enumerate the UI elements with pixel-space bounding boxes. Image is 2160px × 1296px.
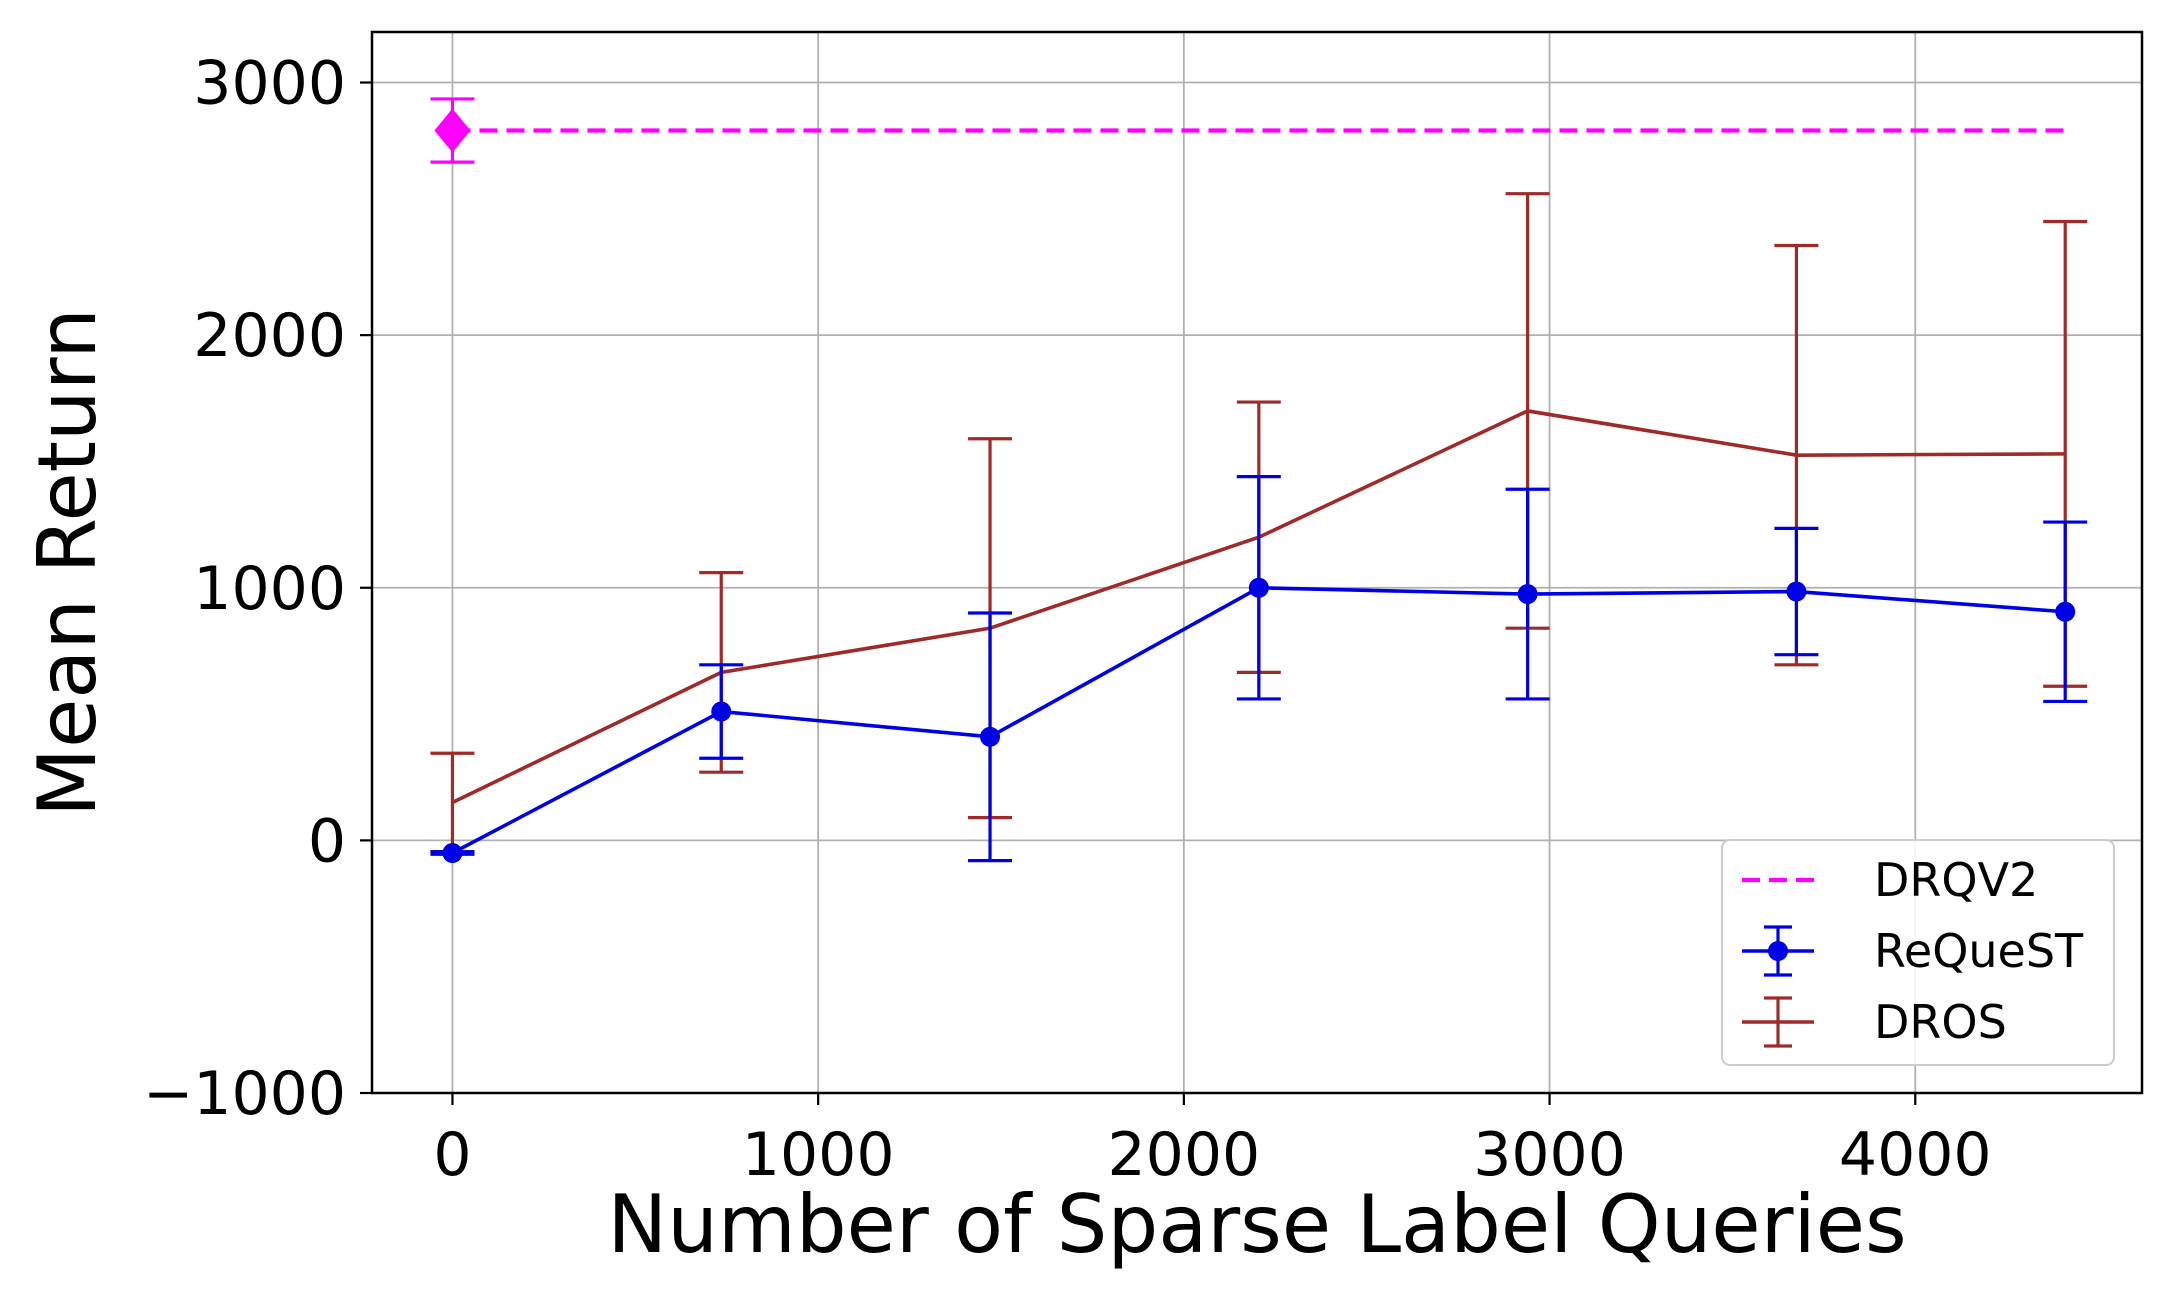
request-point [1248,577,1269,598]
request-point [1517,584,1538,605]
legend: DRQV2 ReQueST DROS [1721,839,2115,1066]
request-point [711,701,732,722]
y-tick-label: 0 [308,806,346,876]
request-point [442,843,463,864]
y-tick-label: 3000 [193,49,346,119]
x-tick-label: 2000 [1108,1120,1261,1190]
series-layer [430,97,2088,864]
legend-swatch-marker [1768,941,1788,961]
y-tick-label: 2000 [193,301,346,371]
x-axis-label: Number of Sparse Label Queries [607,1178,1906,1271]
x-tick-label: 0 [433,1120,471,1190]
x-tick-label: 1000 [742,1120,895,1190]
legend-item-request: ReQueST [1742,924,2084,978]
y-tick-label: 1000 [193,554,346,624]
series-request [430,475,2088,864]
request-point [1786,581,1807,602]
drqv2-marker [434,108,471,153]
legend-item-drqv2: DRQV2 [1742,853,2038,907]
legend-label: ReQueST [1874,924,2084,978]
x-tick-label: 4000 [1839,1120,1992,1190]
legend-item-dros: DROS [1742,995,2007,1049]
ticks: 0 1000 2000 3000 4000 −1000 0 1000 2000 3000 [143,49,1992,1190]
series-drqv2 [430,97,2069,164]
request-point [980,726,1001,747]
request-point [2055,601,2076,622]
plot-frame [370,30,2144,1095]
y-axis-label: Mean Return [21,308,114,817]
legend-label: DROS [1874,995,2007,1049]
legend-box [1721,839,2115,1066]
y-tick-label: −1000 [143,1059,346,1129]
legend-label: DRQV2 [1874,853,2038,907]
x-tick-label: 3000 [1473,1120,1626,1190]
